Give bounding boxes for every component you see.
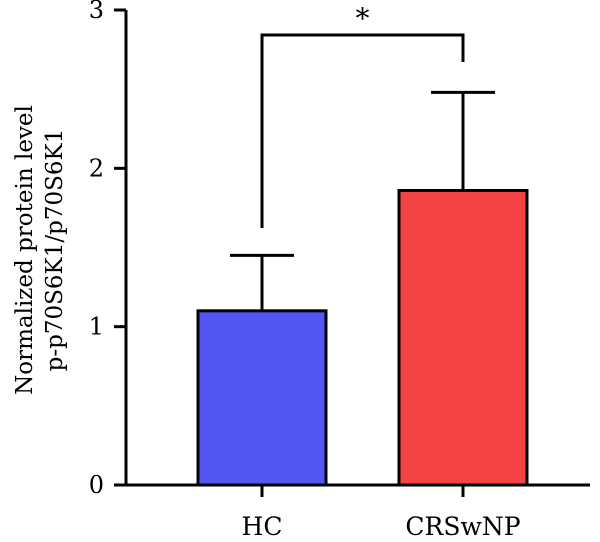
y-axis-title-line-1: Normalized protein level <box>12 105 38 395</box>
y-tick-label: 3 <box>89 0 104 24</box>
significance-star: * <box>356 2 370 35</box>
y-tick-label: 1 <box>89 313 104 341</box>
x-axis: HC CRSwNP <box>124 483 590 541</box>
significance-bracket: * <box>260 2 465 228</box>
significance-bracket-line <box>260 33 465 228</box>
y-axis-title-line-2: p-p70S6K1/p70S6K1 <box>42 129 68 372</box>
y-axis-title: Normalized protein level p-p70S6K1/p70S6… <box>12 105 68 395</box>
y-tick-label: 2 <box>89 154 104 182</box>
bar-hc <box>196 309 328 487</box>
bar-crswnp <box>397 189 529 487</box>
error-bars-group <box>230 90 495 311</box>
x-category-label: HC <box>242 512 283 541</box>
x-category-label: CRSwNP <box>405 512 520 541</box>
bars-group <box>196 189 529 487</box>
y-axis: 0 1 2 3 <box>89 0 128 499</box>
y-tick-label: 0 <box>89 471 104 499</box>
